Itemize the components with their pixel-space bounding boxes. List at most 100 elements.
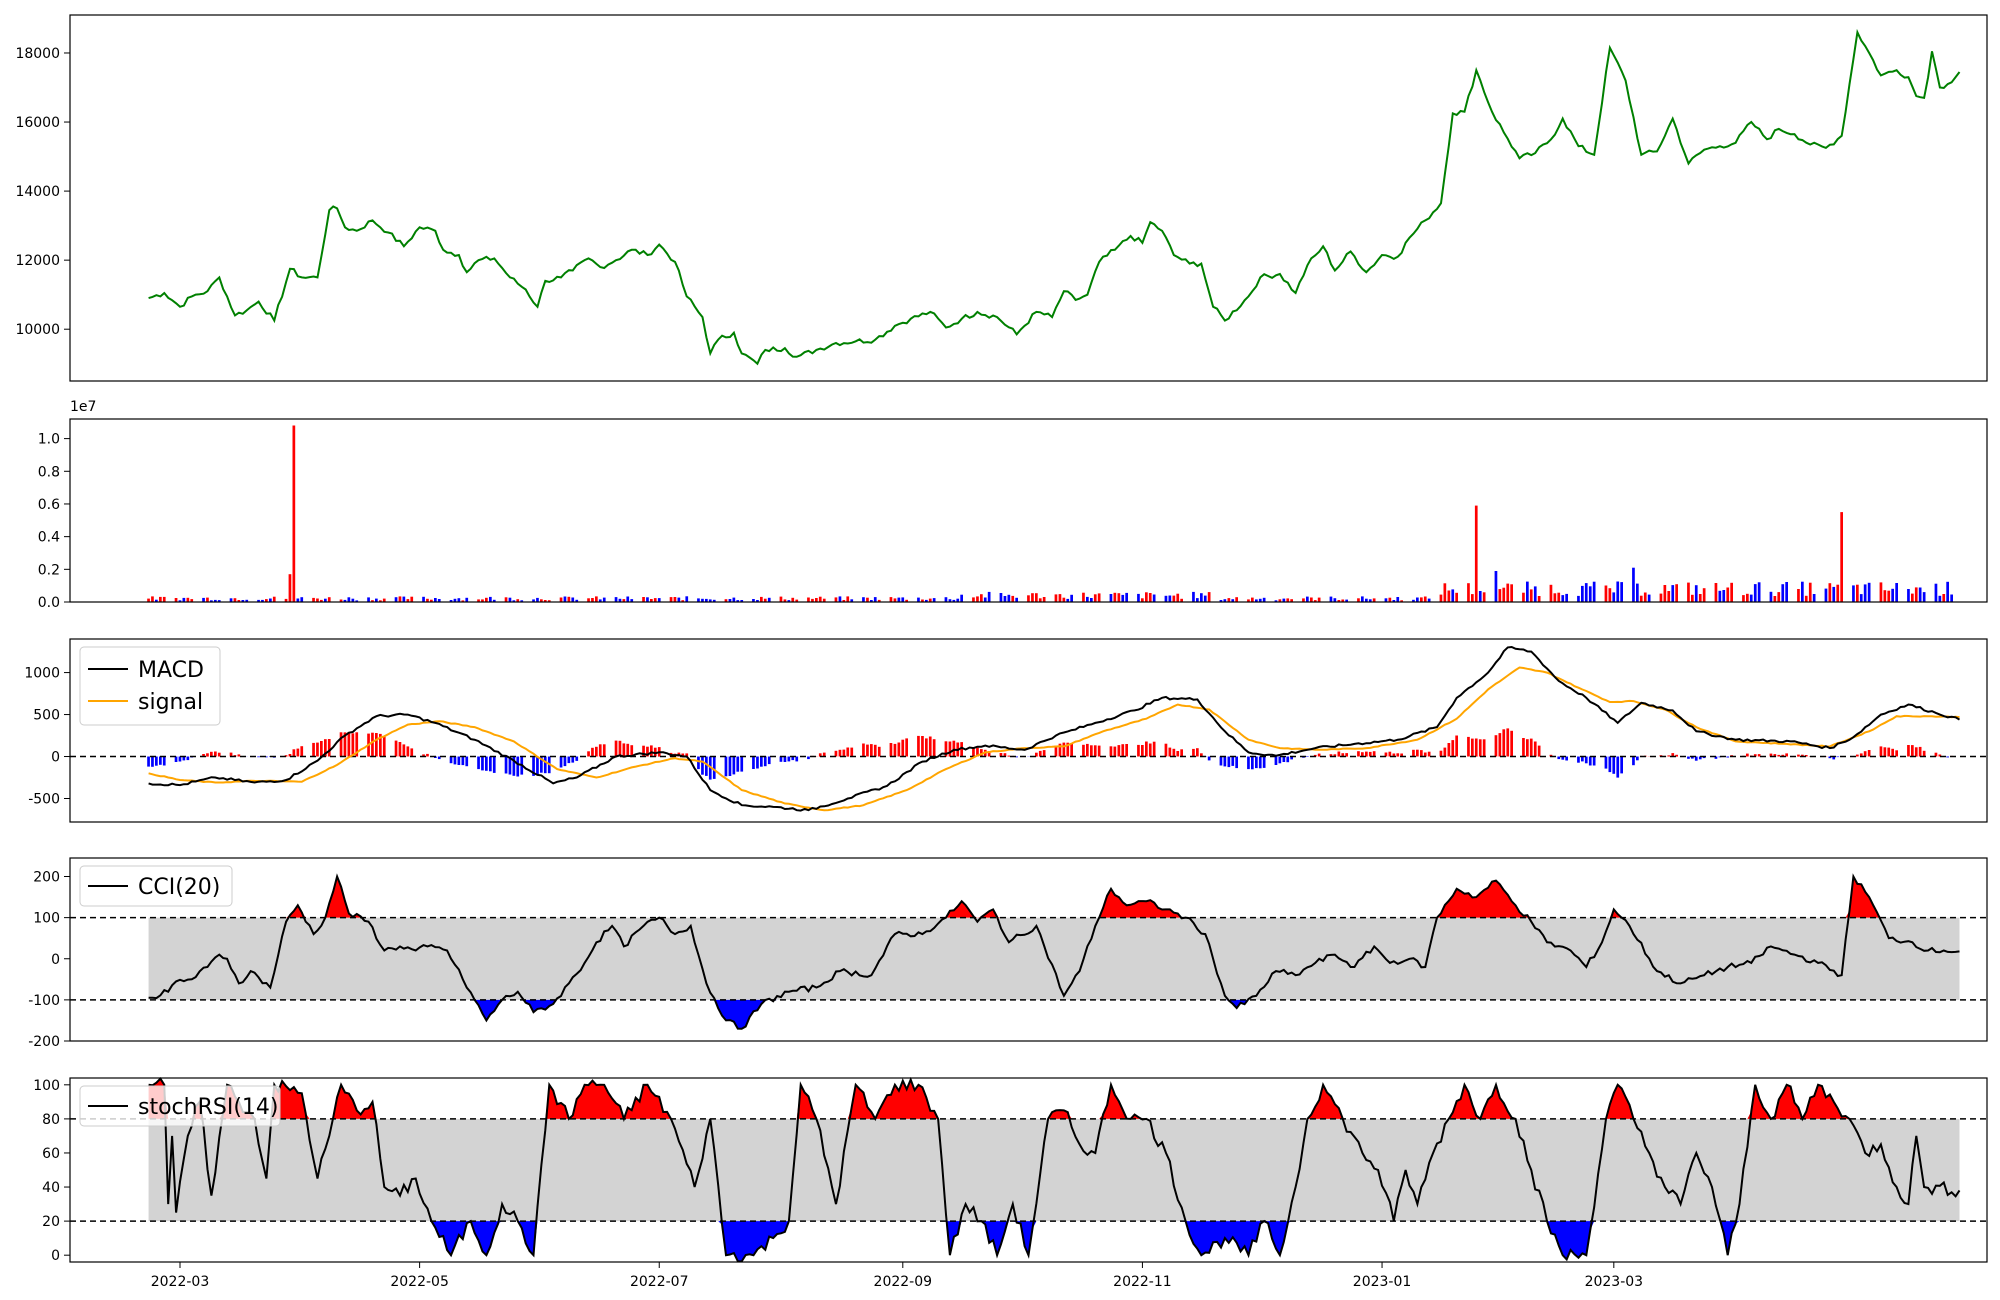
macd-histogram-bar [465, 756, 469, 767]
macd-histogram-bar [1620, 756, 1623, 774]
macd-histogram-bar [1247, 756, 1250, 770]
volume-bar [669, 597, 673, 602]
macd-histogram-bar [1345, 753, 1348, 757]
signal-legend-label: signal [138, 690, 203, 715]
macd-histogram-bar [905, 738, 908, 757]
volume-bar [1227, 598, 1231, 602]
volume-bar [1255, 599, 1258, 602]
volume-bar [1416, 597, 1419, 602]
volume-bar [296, 598, 300, 602]
macd-histogram-bar [866, 744, 869, 757]
macd-histogram-bar [485, 756, 488, 771]
macd-histogram-bar [1372, 751, 1376, 757]
volume-bar [269, 598, 272, 602]
volume-bar [1863, 584, 1867, 602]
macd-histogram-bar [893, 743, 897, 757]
volume-bar [1918, 587, 1922, 602]
volume-bar [901, 597, 905, 602]
volume-bar [1852, 585, 1855, 602]
volume-ytick-label: 0.4 [38, 530, 60, 546]
macd-histogram-bar [1341, 753, 1345, 757]
price-ytick-label: 16000 [15, 115, 60, 131]
macd-histogram-bar [410, 748, 414, 757]
volume-bar [178, 600, 182, 602]
volume-bar [272, 596, 276, 602]
macd-histogram-bar [972, 747, 975, 757]
volume-bar [1636, 583, 1639, 602]
volume-bar [1086, 596, 1089, 602]
volume-bar [862, 597, 865, 602]
volume-bar [437, 599, 441, 602]
macd-histogram-bar [449, 756, 453, 764]
macd-histogram-bar [477, 756, 480, 770]
macd-histogram-bar [783, 756, 787, 762]
volume-bar [1553, 593, 1557, 602]
volume-ytick-label: 0.2 [38, 562, 60, 578]
macd-histogram-bar [202, 754, 205, 757]
macd-histogram-bar [567, 756, 571, 764]
macd-histogram-bar [1561, 756, 1565, 760]
volume-bar [1329, 596, 1333, 602]
volume-bar [162, 596, 166, 602]
volume-bar [1781, 584, 1785, 602]
volume-bar [1675, 584, 1678, 602]
volume-bar [288, 574, 292, 602]
volume-bar [1145, 592, 1148, 602]
x-tick-label: 2022-11 [1113, 1274, 1172, 1290]
volume-bar [1510, 584, 1513, 602]
volume-bar [1777, 592, 1781, 602]
macd-histogram-bar [1636, 756, 1639, 761]
volume-bar [1667, 591, 1671, 602]
macd-histogram-bar [1164, 743, 1168, 757]
macd-histogram-bar [752, 756, 755, 769]
volume-bar [477, 599, 480, 602]
volume-ytick-label: 0.8 [38, 464, 60, 480]
volume-bar [1856, 584, 1859, 602]
volume-bar [1663, 585, 1667, 602]
macd-histogram-bar [763, 756, 767, 767]
macd-histogram-bar [1255, 756, 1258, 769]
macd-histogram-bar [1565, 756, 1568, 761]
volume-bar [371, 600, 374, 602]
macd-histogram-bar [842, 749, 846, 757]
macd-histogram-bar [1365, 751, 1368, 757]
volume-bar [536, 597, 539, 602]
stochrsi-ytick-label: 20 [42, 1214, 60, 1230]
macd-histogram-bar [1121, 744, 1125, 757]
macd-ytick-label: -500 [28, 791, 60, 807]
macd-histogram-bar [1714, 756, 1718, 759]
volume-bar [202, 597, 205, 602]
volume-bar [1180, 598, 1183, 602]
macd-histogram-bar [481, 756, 484, 771]
macd-histogram-bar [1867, 750, 1871, 757]
volume-bar [1109, 594, 1113, 602]
cci-ytick-label: 100 [33, 911, 60, 927]
volume-bar [1439, 594, 1443, 602]
volume-bar [705, 598, 708, 602]
macd-histogram-bar [1922, 750, 1926, 757]
x-tick-label: 2022-09 [874, 1274, 933, 1290]
macd-histogram-bar [917, 735, 920, 757]
macd-histogram-bar [182, 756, 186, 761]
volume-bar [1219, 600, 1223, 602]
volume-bar [1172, 595, 1176, 602]
volume-bar [489, 596, 492, 602]
volume-bar [1082, 592, 1085, 602]
macd-histogram-bar [712, 756, 716, 779]
macd-histogram-bar [646, 746, 649, 757]
macd-histogram-bar [1616, 756, 1620, 778]
volume-bar [1357, 598, 1360, 602]
cci-axes: -200 -100 0 100 200 [28, 870, 70, 1050]
macd-histogram-bar [948, 741, 952, 757]
volume-bar [375, 598, 378, 602]
volume-bar [1859, 594, 1863, 602]
macd-histogram-bar [300, 746, 304, 757]
macd-histogram-bar [1691, 756, 1694, 759]
macd-histogram-bar [1859, 753, 1863, 757]
volume-bar [261, 599, 264, 602]
macd-histogram-bar [1577, 756, 1580, 763]
volume-bar [512, 600, 516, 602]
volume-bar [732, 597, 736, 602]
macd-histogram-bar [536, 756, 539, 775]
macd-histogram-bar [1671, 753, 1675, 757]
